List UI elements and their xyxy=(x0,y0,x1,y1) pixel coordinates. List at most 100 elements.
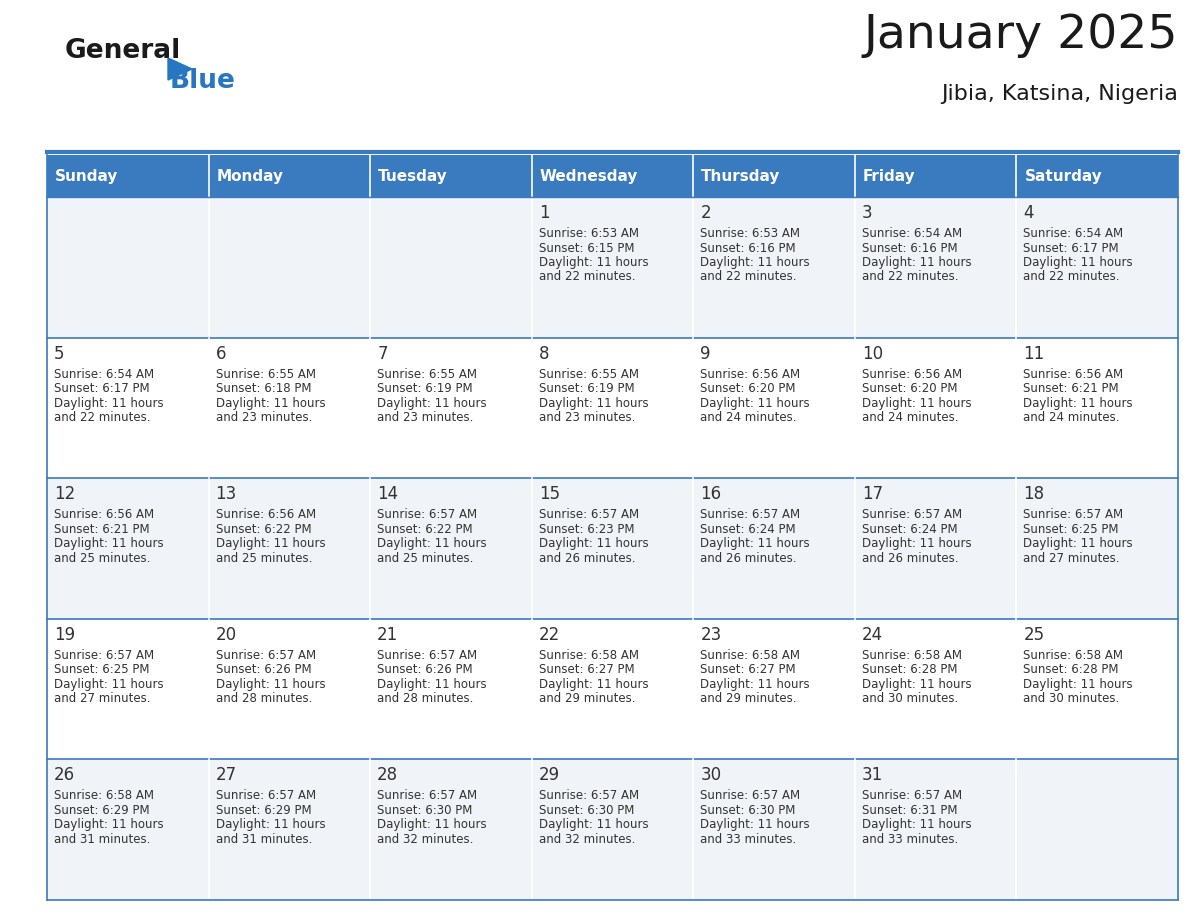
Bar xyxy=(48,155,209,197)
Bar xyxy=(48,478,1178,619)
Text: and 24 minutes.: and 24 minutes. xyxy=(861,411,959,424)
Text: Sunset: 6:27 PM: Sunset: 6:27 PM xyxy=(700,664,796,677)
Text: Daylight: 11 hours: Daylight: 11 hours xyxy=(538,537,649,550)
Text: Daylight: 11 hours: Daylight: 11 hours xyxy=(700,397,810,409)
Text: Sunset: 6:20 PM: Sunset: 6:20 PM xyxy=(700,382,796,395)
Text: Sunset: 6:19 PM: Sunset: 6:19 PM xyxy=(538,382,634,395)
Text: Sunrise: 6:56 AM: Sunrise: 6:56 AM xyxy=(53,509,154,521)
Text: 22: 22 xyxy=(538,626,560,644)
Text: Sunset: 6:25 PM: Sunset: 6:25 PM xyxy=(53,664,150,677)
Text: 16: 16 xyxy=(700,486,721,503)
Text: Daylight: 11 hours: Daylight: 11 hours xyxy=(861,537,972,550)
Text: and 30 minutes.: and 30 minutes. xyxy=(861,692,958,705)
Text: Daylight: 11 hours: Daylight: 11 hours xyxy=(538,397,649,409)
Text: and 24 minutes.: and 24 minutes. xyxy=(700,411,797,424)
Text: Daylight: 11 hours: Daylight: 11 hours xyxy=(1023,537,1133,550)
Text: 3: 3 xyxy=(861,204,872,222)
Text: Daylight: 11 hours: Daylight: 11 hours xyxy=(215,819,326,832)
Text: Daylight: 11 hours: Daylight: 11 hours xyxy=(53,537,164,550)
Text: Sunset: 6:30 PM: Sunset: 6:30 PM xyxy=(700,804,796,817)
Text: 10: 10 xyxy=(861,344,883,363)
Text: and 26 minutes.: and 26 minutes. xyxy=(538,552,636,565)
Text: 31: 31 xyxy=(861,767,883,784)
Text: Sunrise: 6:57 AM: Sunrise: 6:57 AM xyxy=(861,789,962,802)
Text: Daylight: 11 hours: Daylight: 11 hours xyxy=(215,537,326,550)
Text: Daylight: 11 hours: Daylight: 11 hours xyxy=(53,677,164,691)
Text: 20: 20 xyxy=(215,626,236,644)
Text: Sunset: 6:27 PM: Sunset: 6:27 PM xyxy=(538,664,634,677)
Polygon shape xyxy=(168,58,192,80)
Text: Sunset: 6:17 PM: Sunset: 6:17 PM xyxy=(53,382,150,395)
Text: Sunset: 6:28 PM: Sunset: 6:28 PM xyxy=(861,664,958,677)
Text: Sunset: 6:22 PM: Sunset: 6:22 PM xyxy=(215,522,311,536)
Text: Sunrise: 6:54 AM: Sunrise: 6:54 AM xyxy=(861,227,962,240)
Text: 29: 29 xyxy=(538,767,560,784)
Text: 7: 7 xyxy=(377,344,387,363)
Text: Sunrise: 6:57 AM: Sunrise: 6:57 AM xyxy=(861,509,962,521)
Text: Sunrise: 6:58 AM: Sunrise: 6:58 AM xyxy=(538,649,639,662)
Text: and 28 minutes.: and 28 minutes. xyxy=(377,692,474,705)
Text: and 33 minutes.: and 33 minutes. xyxy=(861,833,958,845)
Text: Sunset: 6:26 PM: Sunset: 6:26 PM xyxy=(215,664,311,677)
Text: Sunrise: 6:57 AM: Sunrise: 6:57 AM xyxy=(377,789,478,802)
Text: Sunset: 6:29 PM: Sunset: 6:29 PM xyxy=(53,804,150,817)
Bar xyxy=(855,155,1017,197)
Text: Daylight: 11 hours: Daylight: 11 hours xyxy=(215,397,326,409)
Text: and 26 minutes.: and 26 minutes. xyxy=(700,552,797,565)
Text: Sunrise: 6:57 AM: Sunrise: 6:57 AM xyxy=(538,789,639,802)
Text: Sunrise: 6:56 AM: Sunrise: 6:56 AM xyxy=(215,509,316,521)
Text: Sunrise: 6:58 AM: Sunrise: 6:58 AM xyxy=(700,649,801,662)
Text: Sunset: 6:22 PM: Sunset: 6:22 PM xyxy=(377,522,473,536)
Text: Sunset: 6:29 PM: Sunset: 6:29 PM xyxy=(215,804,311,817)
Text: and 25 minutes.: and 25 minutes. xyxy=(377,552,474,565)
Text: Sunrise: 6:58 AM: Sunrise: 6:58 AM xyxy=(53,789,154,802)
Bar xyxy=(48,619,1178,759)
Text: Sunset: 6:16 PM: Sunset: 6:16 PM xyxy=(861,241,958,254)
Bar xyxy=(48,759,1178,900)
Text: and 23 minutes.: and 23 minutes. xyxy=(538,411,636,424)
Bar xyxy=(371,155,532,197)
Text: Sunrise: 6:54 AM: Sunrise: 6:54 AM xyxy=(53,367,154,381)
Text: Sunset: 6:31 PM: Sunset: 6:31 PM xyxy=(861,804,958,817)
Text: Sunset: 6:16 PM: Sunset: 6:16 PM xyxy=(700,241,796,254)
Text: Daylight: 11 hours: Daylight: 11 hours xyxy=(861,819,972,832)
Bar xyxy=(694,155,855,197)
Text: Sunset: 6:17 PM: Sunset: 6:17 PM xyxy=(1023,241,1119,254)
Text: January 2025: January 2025 xyxy=(864,13,1178,58)
Text: 26: 26 xyxy=(53,767,75,784)
Text: Daylight: 11 hours: Daylight: 11 hours xyxy=(53,819,164,832)
Text: and 22 minutes.: and 22 minutes. xyxy=(700,271,797,284)
Text: Daylight: 11 hours: Daylight: 11 hours xyxy=(1023,677,1133,691)
Text: and 22 minutes.: and 22 minutes. xyxy=(538,271,636,284)
Text: 1: 1 xyxy=(538,204,549,222)
Text: and 25 minutes.: and 25 minutes. xyxy=(53,552,151,565)
Text: Sunset: 6:30 PM: Sunset: 6:30 PM xyxy=(377,804,473,817)
Bar xyxy=(209,155,371,197)
Text: Daylight: 11 hours: Daylight: 11 hours xyxy=(538,256,649,269)
Text: Sunrise: 6:54 AM: Sunrise: 6:54 AM xyxy=(1023,227,1124,240)
Text: 27: 27 xyxy=(215,767,236,784)
Text: and 31 minutes.: and 31 minutes. xyxy=(53,833,151,845)
Text: and 23 minutes.: and 23 minutes. xyxy=(377,411,474,424)
Text: and 30 minutes.: and 30 minutes. xyxy=(1023,692,1119,705)
Text: Sunrise: 6:58 AM: Sunrise: 6:58 AM xyxy=(861,649,962,662)
Text: Sunrise: 6:56 AM: Sunrise: 6:56 AM xyxy=(1023,367,1124,381)
Text: Sunset: 6:18 PM: Sunset: 6:18 PM xyxy=(215,382,311,395)
Text: Sunrise: 6:57 AM: Sunrise: 6:57 AM xyxy=(215,789,316,802)
Text: Daylight: 11 hours: Daylight: 11 hours xyxy=(861,397,972,409)
Bar xyxy=(48,338,1178,478)
Text: Daylight: 11 hours: Daylight: 11 hours xyxy=(700,256,810,269)
Text: 5: 5 xyxy=(53,344,64,363)
Text: Sunrise: 6:57 AM: Sunrise: 6:57 AM xyxy=(215,649,316,662)
Text: 11: 11 xyxy=(1023,344,1044,363)
Text: 30: 30 xyxy=(700,767,721,784)
Text: Sunrise: 6:57 AM: Sunrise: 6:57 AM xyxy=(377,649,478,662)
Text: Wednesday: Wednesday xyxy=(539,169,638,184)
Text: Sunset: 6:24 PM: Sunset: 6:24 PM xyxy=(861,522,958,536)
Text: Sunset: 6:21 PM: Sunset: 6:21 PM xyxy=(1023,382,1119,395)
Text: and 22 minutes.: and 22 minutes. xyxy=(53,411,151,424)
Text: Daylight: 11 hours: Daylight: 11 hours xyxy=(700,819,810,832)
Text: Sunrise: 6:56 AM: Sunrise: 6:56 AM xyxy=(861,367,962,381)
Text: Sunrise: 6:55 AM: Sunrise: 6:55 AM xyxy=(538,367,639,381)
Text: and 33 minutes.: and 33 minutes. xyxy=(700,833,796,845)
